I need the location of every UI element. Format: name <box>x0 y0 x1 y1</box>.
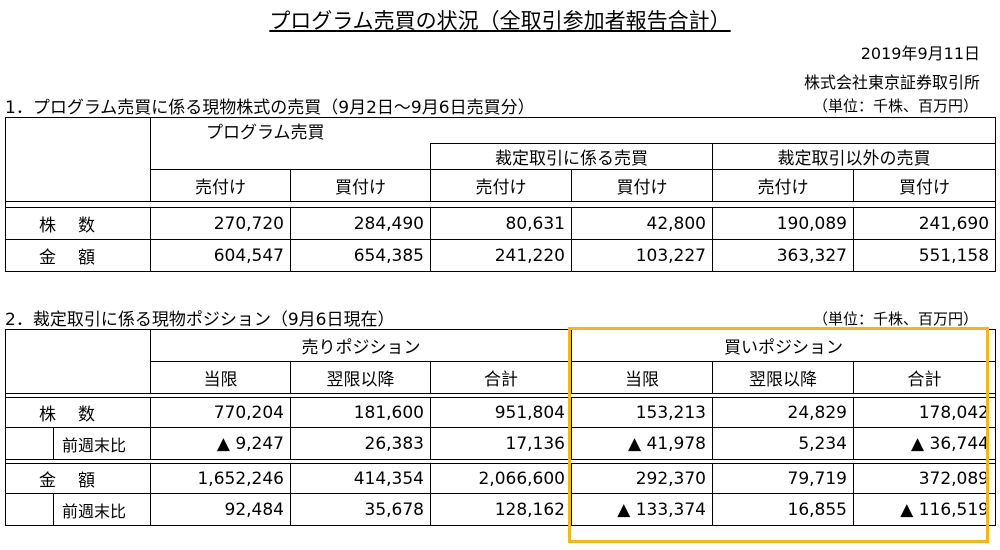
row-gap <box>5 459 996 464</box>
page-title: プログラム売買の状況（全取引参加者報告合計） <box>269 9 731 33</box>
table-cell: 5,234 <box>712 427 854 460</box>
table-cell: 92,484 <box>150 493 291 526</box>
table-cell: 42,800 <box>571 207 713 240</box>
table-cell: 26,383 <box>290 427 431 460</box>
report-date: 2019年9月11日 <box>860 44 980 63</box>
row-label: 前週末比 <box>53 427 151 460</box>
table-cell: 181,600 <box>290 397 431 428</box>
table-cell: 17,136 <box>430 427 572 460</box>
col-header: 当限 <box>571 361 713 394</box>
table-cell: ▲ 41,978 <box>571 427 713 460</box>
table-cell: ▲ 116,519 <box>853 493 996 526</box>
table-cell: 604,547 <box>150 239 291 272</box>
table-cell: 363,327 <box>712 239 854 272</box>
table-cell: ▲ 9,247 <box>150 427 291 460</box>
table-cell: 79,719 <box>712 463 854 494</box>
col-header: 売付け <box>712 169 854 202</box>
section2-unit: （単位：千株、百万円） <box>812 310 978 328</box>
table-cell: 2,066,600 <box>430 463 572 494</box>
row-label: 株数 <box>5 207 151 240</box>
table-cell: 241,220 <box>430 239 572 272</box>
organization-name: 株式会社東京証券取引所 <box>803 73 980 92</box>
table-cell: 284,490 <box>290 207 431 240</box>
section1-heading: 1．プログラム売買に係る現物株式の売買（9月2日～9月6日売買分） <box>5 98 535 118</box>
program-trading-header: プログラム売買 <box>149 117 997 144</box>
table-cell: 16,855 <box>712 493 854 526</box>
non-arbitrage-header: 裁定取引以外の売買 <box>711 143 997 170</box>
table-cell: 551,158 <box>852 239 997 272</box>
table-cell: ▲ 36,744 <box>853 427 996 460</box>
col-header: 翌限以降 <box>712 361 854 394</box>
table-cell: 372,089 <box>853 463 996 494</box>
col-header: 当限 <box>150 361 291 394</box>
table-cell: 951,804 <box>430 397 572 428</box>
row-indent <box>5 493 54 526</box>
table-cell: 24,829 <box>712 397 854 428</box>
row-label: 金額 <box>5 239 151 272</box>
table-cell: 1,652,246 <box>150 463 291 494</box>
corner-cell <box>5 329 151 394</box>
header-spacer <box>150 143 431 170</box>
row-label: 株数 <box>5 397 151 428</box>
table-cell: 103,227 <box>571 239 713 272</box>
table-cell: 292,370 <box>571 463 713 494</box>
table-cell: 80,631 <box>430 207 572 240</box>
col-header: 合計 <box>430 361 572 394</box>
table-cell: 190,089 <box>712 207 854 240</box>
sell-position-header: 売りポジション <box>150 329 572 362</box>
arbitrage-header: 裁定取引に係る売買 <box>430 143 713 170</box>
table-cell: 128,162 <box>430 493 572 526</box>
row-gap <box>4 201 997 208</box>
table-cell: 654,385 <box>290 239 431 272</box>
col-header: 買付け <box>852 169 997 202</box>
col-header: 買付け <box>571 169 713 202</box>
buy-position-header: 買いポジション <box>571 329 996 362</box>
row-label: 前週末比 <box>53 493 151 526</box>
row-label: 金額 <box>5 463 151 494</box>
col-header: 売付け <box>150 169 291 202</box>
col-header: 合計 <box>853 361 996 394</box>
col-header: 買付け <box>290 169 431 202</box>
program-trading-table: プログラム売買 裁定取引に係る売買 裁定取引以外の売買 売付け 買付け 売付け … <box>4 117 997 272</box>
table-cell: 35,678 <box>290 493 431 526</box>
section2-heading: 2．裁定取引に係る現物ポジション（9月6日現在） <box>5 310 395 330</box>
table-cell: 153,213 <box>571 397 713 428</box>
section1-unit: （単位：千株、百万円） <box>812 97 978 115</box>
table-cell: 241,690 <box>852 207 997 240</box>
table-cell: 770,204 <box>150 397 291 428</box>
row-gap <box>5 393 996 398</box>
arbitrage-position-table: 売りポジション 買いポジション 当限 翌限以降 合計 当限 翌限以降 合計 株数… <box>5 329 996 526</box>
col-header: 売付け <box>430 169 572 202</box>
row-indent <box>5 427 54 460</box>
table-cell: 178,042 <box>853 397 996 428</box>
corner-cell <box>5 117 151 202</box>
table-cell: 270,720 <box>150 207 291 240</box>
table-cell: 414,354 <box>290 463 431 494</box>
table-cell: ▲ 133,374 <box>571 493 713 526</box>
col-header: 翌限以降 <box>290 361 431 394</box>
